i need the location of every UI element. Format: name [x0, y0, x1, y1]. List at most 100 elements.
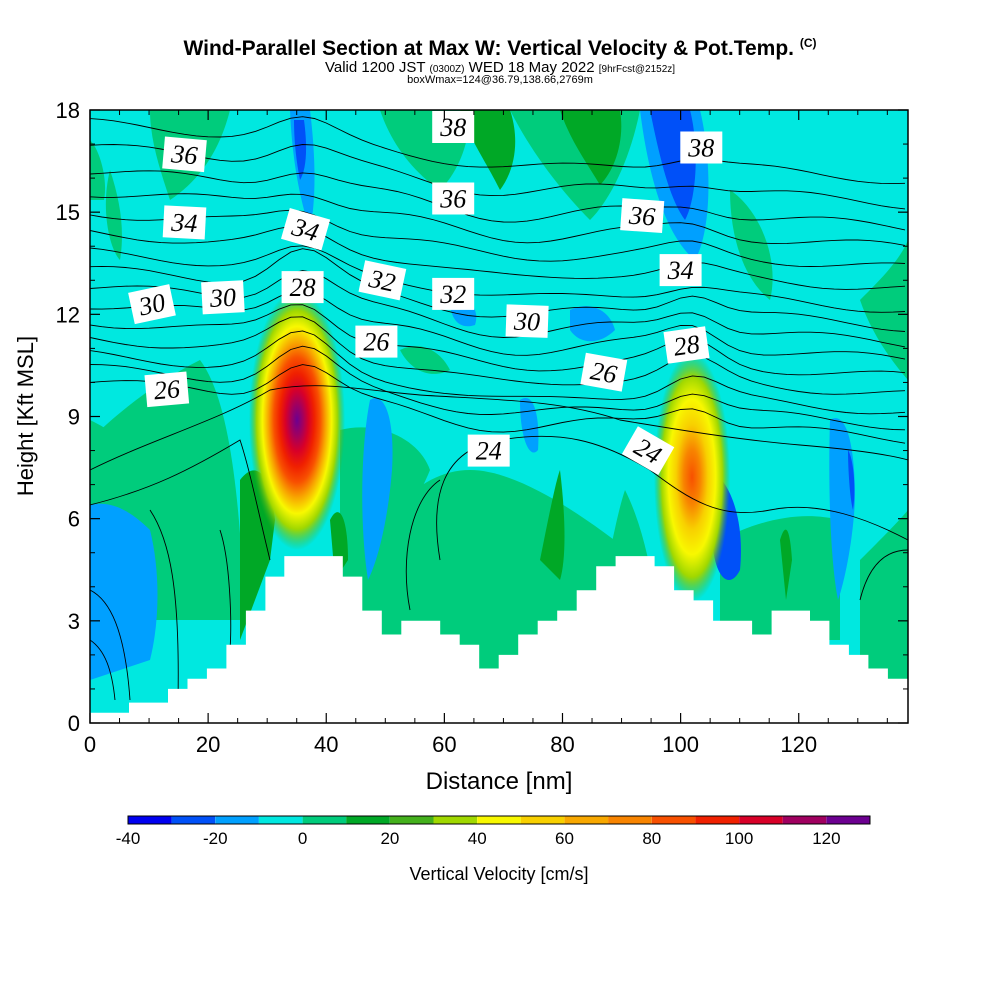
valid-utc: (0300Z)	[429, 64, 465, 75]
colorbar-tick-label: 80	[642, 829, 661, 848]
theta-label: 30	[201, 280, 245, 315]
theta-label: 26	[580, 352, 628, 392]
theta-label-text: 26	[588, 356, 619, 389]
theta-label: 36	[162, 136, 207, 173]
valid-date: WED 18 May 2022	[468, 59, 595, 76]
theta-contour	[90, 345, 906, 431]
theta-label: 28	[281, 271, 324, 304]
theta-label: 36	[620, 198, 665, 234]
theta-contour	[90, 209, 906, 267]
theta-contour	[90, 316, 906, 395]
valid-time: Valid 1200 JST	[324, 59, 426, 76]
colorbar-swatch	[651, 816, 696, 824]
theta-label: 30	[128, 284, 176, 325]
chart-title-text: Wind-Parallel Section at Max W: Vertical…	[183, 37, 794, 60]
chart-title: Wind-Parallel Section at Max W: Vertical…	[0, 36, 1000, 61]
chart-title-units: (C)	[799, 36, 817, 50]
colorbar-tick-label: -20	[203, 829, 228, 848]
theta-label-text: 24	[476, 437, 502, 466]
colorbar-swatch	[215, 816, 259, 824]
y-tick-label: 3	[68, 609, 80, 634]
theta-label-text: 30	[208, 283, 236, 313]
x-tick-label: 120	[780, 732, 817, 757]
colorbar-tick-label: 0	[298, 829, 307, 848]
theta-label-text: 28	[290, 273, 316, 302]
chart-subtitle: Valid 1200 JST (0300Z) WED 18 May 2022 […	[0, 59, 1000, 76]
theta-label: 38	[680, 131, 723, 164]
theta-contour	[90, 439, 271, 561]
forecast-info: [9hrFcst@2152z]	[598, 64, 676, 75]
x-tick-label: 0	[84, 732, 96, 757]
theta-label: 34	[659, 254, 702, 287]
theta-contour	[90, 116, 906, 185]
x-tick-label: 100	[662, 732, 699, 757]
theta-label-text: 26	[153, 374, 181, 405]
theta-contour	[90, 385, 908, 471]
theta-label-text: 36	[627, 201, 656, 232]
colorbar-label: Vertical Velocity [cm/s]	[409, 864, 588, 884]
theta-label: 38	[432, 111, 475, 143]
colorbar-swatch	[520, 816, 565, 824]
theta-label: 36	[432, 182, 475, 215]
colorbar-tick-label: 20	[380, 829, 399, 848]
colorbar-swatch	[302, 816, 347, 824]
colorbar-tick-label: -40	[116, 829, 141, 848]
colorbar-swatch	[346, 816, 390, 824]
theta-label: 26	[355, 325, 398, 358]
colorbar-tick-label: 60	[555, 829, 574, 848]
colorbar-swatch	[128, 816, 172, 824]
x-axis-label: Distance [nm]	[426, 768, 573, 795]
theta-label-text: 30	[513, 307, 541, 337]
theta-label: 34	[281, 208, 331, 251]
theta-label-text: 26	[363, 328, 389, 357]
y-tick-label: 0	[68, 711, 80, 736]
x-tick-label: 80	[550, 732, 574, 757]
x-tick-label: 40	[314, 732, 338, 757]
theta-contour	[219, 529, 232, 651]
theta-isentropes	[90, 116, 908, 701]
terrain-profile	[90, 556, 908, 723]
theta-label-text: 32	[439, 280, 466, 309]
theta-contour	[90, 225, 906, 290]
theta-contour	[149, 509, 179, 701]
colorbar-tick-label: 120	[812, 829, 840, 848]
colorbar-swatch	[389, 816, 434, 824]
colorbar-swatch	[258, 816, 303, 824]
y-tick-label: 9	[68, 405, 80, 430]
theta-label: 24	[467, 434, 510, 467]
colorbar-swatch	[608, 816, 652, 824]
colorbar-swatch	[564, 816, 609, 824]
theta-label-text: 28	[672, 329, 702, 361]
theta-label-text: 34	[170, 208, 198, 238]
colorbar-swatch	[433, 816, 478, 824]
theta-label-text: 36	[439, 185, 466, 214]
theta-contour	[405, 479, 441, 611]
theta-label-text: 38	[687, 134, 714, 163]
theta-label-text: 30	[135, 288, 167, 322]
theta-label: 30	[505, 304, 549, 338]
colorbar-tick-label: 100	[725, 829, 753, 848]
theta-contour	[90, 193, 906, 246]
colorbar-swatch	[171, 816, 216, 824]
x-tick-label: 60	[432, 732, 456, 757]
theta-contour	[90, 589, 131, 701]
box-info: boxWmax=124@36.79,138.66,2769m	[407, 74, 593, 86]
theta-contour	[90, 304, 906, 376]
theta-label-text: 38	[439, 113, 466, 142]
colorbar-tick-label: 40	[468, 829, 487, 848]
x-axis: 0 20 40 60 80 100 120	[84, 110, 888, 757]
theta-label: 34	[162, 205, 207, 240]
colorbar-swatch	[739, 816, 783, 824]
colorbar-swatch	[826, 816, 870, 824]
theta-contour	[90, 639, 116, 701]
theta-contour	[90, 245, 906, 313]
y-tick-label: 18	[56, 98, 80, 123]
colorbar-swatch	[782, 816, 827, 824]
y-tick-label: 6	[68, 507, 80, 532]
theta-label: 32	[432, 277, 475, 310]
theta-contour	[90, 170, 906, 231]
chart-header: Wind-Parallel Section at Max W: Vertical…	[0, 36, 1000, 86]
theta-label-text: 36	[169, 139, 198, 170]
